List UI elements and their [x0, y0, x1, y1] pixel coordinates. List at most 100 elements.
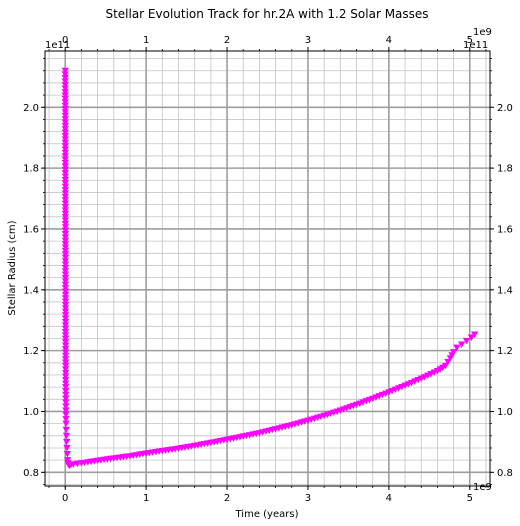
- x-tick-label: 2: [224, 493, 230, 504]
- data-point: [61, 160, 69, 167]
- y-tick-label: 2.0: [23, 103, 39, 114]
- data-point: [61, 146, 69, 153]
- data-point: [61, 119, 69, 126]
- data-point: [61, 241, 70, 248]
- data-point: [63, 444, 71, 452]
- data-point: [63, 451, 71, 458]
- data-point: [61, 143, 69, 150]
- data-point: [61, 166, 69, 174]
- data-point: [62, 395, 70, 402]
- data-point: [61, 302, 70, 309]
- data-point: [61, 308, 70, 316]
- data-point: [462, 337, 471, 345]
- data-point: [61, 318, 70, 326]
- data-point: [444, 359, 452, 366]
- data-point: [61, 89, 69, 96]
- data-point: [61, 126, 69, 133]
- data-point: [62, 407, 70, 414]
- data-point: [61, 203, 69, 211]
- data-point: [61, 149, 69, 157]
- plot-frame: [44, 50, 491, 487]
- data-point: [61, 81, 69, 89]
- data-point: [61, 234, 70, 241]
- x-tick-label-top: 3: [305, 35, 311, 46]
- data-point: [61, 227, 70, 235]
- data-point: [61, 122, 69, 130]
- data-point: [61, 278, 70, 285]
- x-tick-label-top: 5: [467, 35, 473, 46]
- data-point: [61, 244, 70, 251]
- data-point: [61, 268, 70, 275]
- data-point: [61, 153, 69, 160]
- data-point: [61, 95, 69, 103]
- y-tick-label: 1.0: [23, 407, 39, 418]
- data-point: [61, 345, 70, 353]
- data-point: [61, 170, 69, 177]
- data-point: [61, 285, 70, 292]
- x-axis-label: Time (years): [235, 509, 299, 520]
- data-points: [61, 67, 479, 470]
- data-point: [62, 352, 70, 360]
- data-point: [61, 78, 69, 85]
- data-point: [61, 271, 70, 278]
- data-point: [62, 380, 70, 387]
- y-tick-label-right: 0.8: [497, 468, 513, 479]
- y-tick-label-right: 1.2: [497, 346, 513, 357]
- data-point: [61, 99, 69, 106]
- data-point: [453, 344, 461, 351]
- data-point: [61, 187, 69, 194]
- data-point: [61, 112, 69, 120]
- data-point: [61, 136, 69, 143]
- data-point: [61, 173, 69, 180]
- data-point: [61, 342, 70, 349]
- data-point: [61, 214, 69, 221]
- data-point: [61, 193, 69, 201]
- data-point: [61, 129, 69, 137]
- data-point: [467, 334, 475, 341]
- y-tick-label-right: 1.4: [497, 285, 513, 296]
- data-point: [61, 322, 70, 329]
- x-tick-label: 1: [143, 493, 149, 504]
- x-tick-label-top: 4: [386, 35, 392, 46]
- data-point: [61, 217, 70, 224]
- data-point: [449, 349, 458, 356]
- y-axis-label: Stellar Radius (cm): [7, 220, 18, 315]
- data-point: [63, 438, 71, 446]
- y-tick-label: 0.8: [23, 468, 39, 479]
- data-point: [61, 190, 69, 197]
- y-tick-label: 1.8: [23, 164, 39, 175]
- y-tick-label-right: 2.0: [497, 103, 513, 114]
- data-point: [61, 183, 69, 191]
- data-point: [61, 281, 70, 289]
- data-point: [441, 362, 450, 370]
- x-tick-label-top: 1: [143, 35, 149, 46]
- y-tick-label-right: 1.6: [497, 224, 513, 235]
- data-point: [458, 341, 466, 348]
- data-point: [61, 254, 70, 262]
- x-scale-label-bottom: 1e9: [473, 482, 492, 493]
- data-point: [61, 247, 70, 255]
- data-point: [62, 359, 70, 366]
- x-tick-label: 5: [467, 493, 473, 504]
- data-point: [61, 71, 69, 78]
- data-point: [61, 105, 69, 113]
- data-point: [61, 163, 69, 170]
- data-point: [61, 85, 69, 92]
- data-point: [61, 251, 70, 258]
- y-tick-label-right: 1.8: [497, 164, 513, 175]
- data-point: [61, 231, 70, 238]
- data-point: [61, 329, 70, 336]
- y-scale-label-right: 1e11: [463, 40, 488, 51]
- data-point: [61, 197, 69, 204]
- data-point: [61, 74, 69, 82]
- x-tick-label: 3: [305, 493, 311, 504]
- data-point: [61, 274, 70, 282]
- y-scale-label-left: 1e11: [45, 40, 70, 51]
- data-point: [61, 109, 69, 116]
- data-point: [62, 387, 70, 395]
- data-point: [61, 335, 70, 343]
- data-point: [61, 67, 69, 75]
- x-tick-label: 4: [386, 493, 392, 504]
- data-point: [61, 207, 69, 214]
